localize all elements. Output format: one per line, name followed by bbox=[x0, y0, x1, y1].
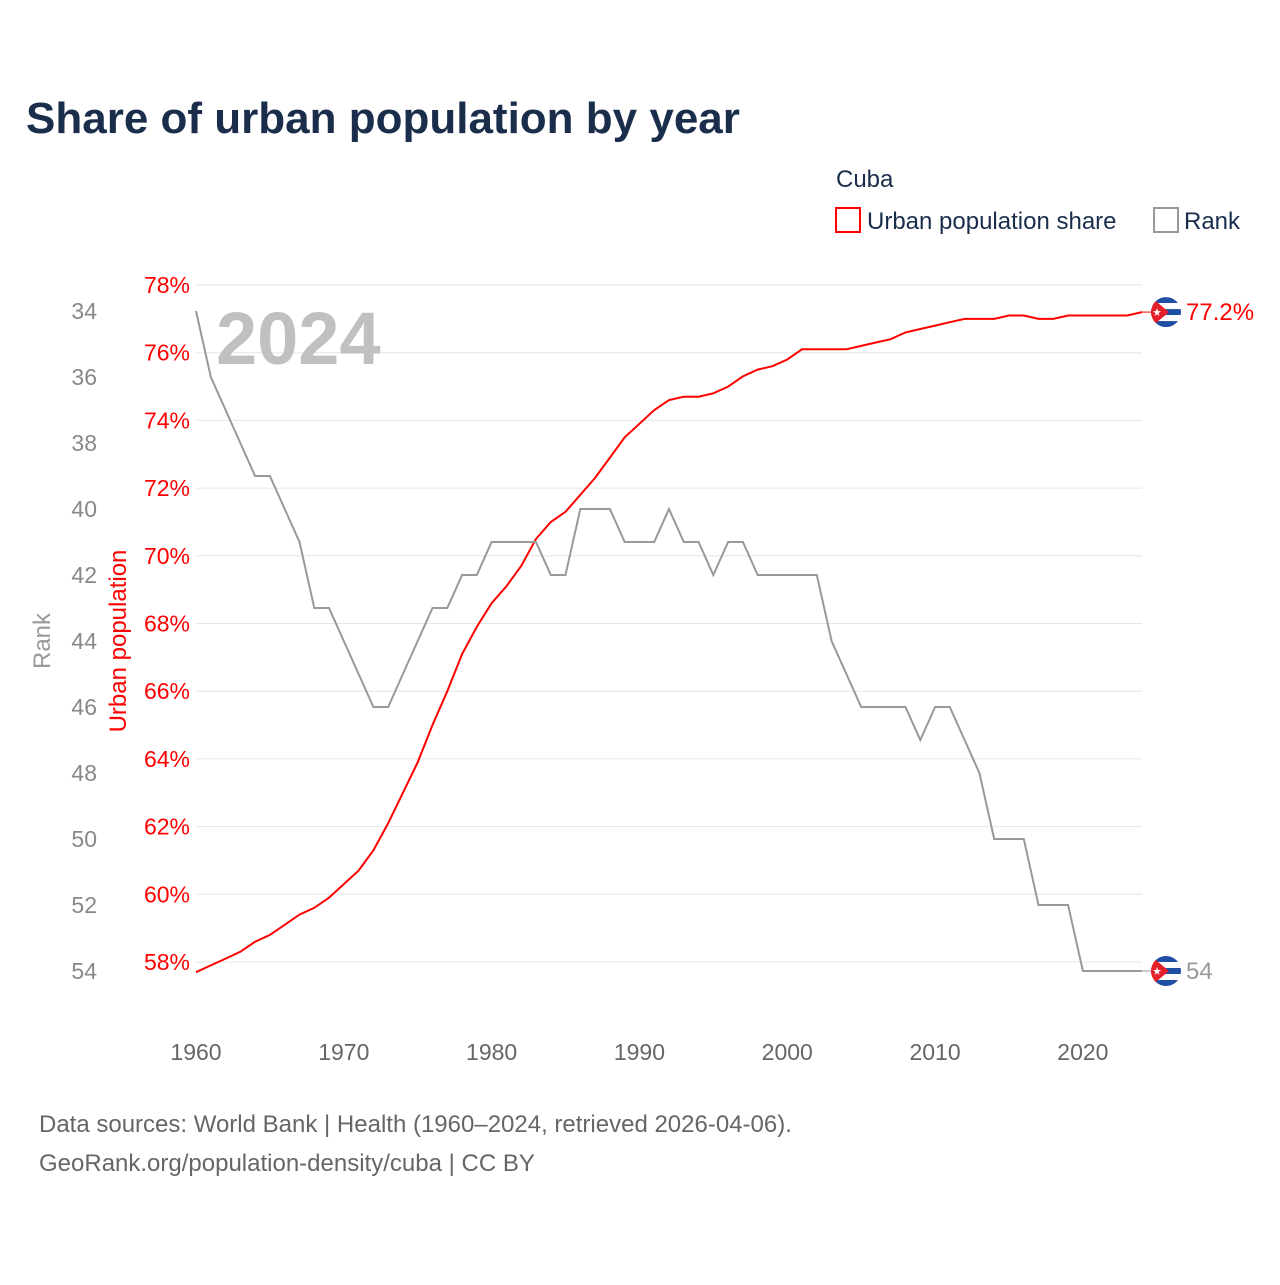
x-tick-label: 1980 bbox=[466, 1039, 517, 1065]
x-tick-label: 1990 bbox=[614, 1039, 665, 1065]
flag-stripe bbox=[1151, 980, 1181, 986]
flag-stripe bbox=[1151, 962, 1181, 968]
series-line-rank bbox=[195, 310, 1142, 972]
y-tick-label-rank: 44 bbox=[71, 628, 97, 654]
y-tick-label-urban: 72% bbox=[144, 475, 190, 501]
y-tick-label-urban: 60% bbox=[144, 881, 190, 907]
end-label-urban: 77.2% bbox=[1186, 299, 1254, 326]
legend-label-urban: Urban population share bbox=[867, 208, 1117, 235]
y-tick-label-urban: 78% bbox=[144, 272, 190, 298]
x-tick-label: 2000 bbox=[762, 1039, 813, 1065]
end-label-rank: 54 bbox=[1186, 958, 1213, 985]
y-tick-label-rank: 50 bbox=[71, 826, 97, 852]
y-tick-label-rank: 42 bbox=[71, 562, 97, 588]
y-tick-label-urban: 74% bbox=[144, 407, 190, 433]
flag-star bbox=[1153, 967, 1161, 975]
x-tick-label: 2010 bbox=[909, 1039, 960, 1065]
flag-stripe bbox=[1151, 303, 1181, 310]
legend-title: Cuba bbox=[836, 166, 894, 193]
flag-body bbox=[1151, 956, 1181, 986]
chart-title: Share of urban population by year bbox=[26, 94, 740, 143]
y-tick-label-rank: 52 bbox=[71, 892, 97, 918]
y-tick-label-urban: 64% bbox=[144, 746, 190, 772]
series-lines: 77.2% 54 bbox=[195, 297, 1254, 986]
legend-label-rank: Rank bbox=[1184, 208, 1241, 235]
footer-source: Data sources: World Bank | Health (1960–… bbox=[39, 1111, 792, 1138]
flag-stripe bbox=[1151, 321, 1181, 328]
y-tick-label-rank: 48 bbox=[71, 760, 97, 786]
flag-stripe bbox=[1151, 297, 1181, 304]
y-axis-label-urban: Urban population bbox=[105, 550, 132, 733]
x-tick-label: 1970 bbox=[318, 1039, 369, 1065]
legend-swatch-urban bbox=[835, 207, 861, 233]
y-tick-label-rank: 38 bbox=[71, 430, 97, 456]
y-tick-label-rank: 34 bbox=[71, 298, 97, 324]
flag-stripe bbox=[1151, 956, 1181, 962]
series-line-urban bbox=[195, 311, 1143, 974]
gridlines bbox=[196, 284, 1142, 963]
y-tick-label-urban: 62% bbox=[144, 814, 190, 840]
cuba-flag-icon bbox=[1151, 956, 1181, 986]
y-tick-label-urban: 68% bbox=[144, 611, 190, 637]
y-tick-label-rank: 40 bbox=[71, 496, 97, 522]
y-tick-label-rank: 36 bbox=[71, 364, 97, 390]
flag-stripe bbox=[1151, 315, 1181, 322]
flag-triangle bbox=[1151, 956, 1169, 986]
y-axis-label-rank: Rank bbox=[29, 612, 56, 669]
flag-stripe bbox=[1151, 974, 1181, 980]
x-tick-label: 1960 bbox=[170, 1039, 221, 1065]
flag-triangle bbox=[1151, 297, 1169, 328]
y-tick-label-urban: 58% bbox=[144, 949, 190, 975]
flag-star bbox=[1153, 308, 1161, 317]
y-tick-label-urban: 66% bbox=[144, 678, 190, 704]
footer-link[interactable]: GeoRank.org/population-density/cuba | CC… bbox=[39, 1150, 535, 1177]
y-tick-label-urban: 76% bbox=[144, 340, 190, 366]
y-tick-label-rank: 54 bbox=[71, 958, 97, 984]
y-axis-rank: 34 36 38 40 42 44 46 48 50 52 54 bbox=[71, 298, 97, 984]
y-axis-urban: 58% 60% 62% 64% 66% 68% 70% 72% 74% 76% 78% bbox=[144, 272, 190, 975]
x-axis: 1960 1970 1980 1990 2000 2010 2020 bbox=[170, 1039, 1108, 1065]
legend-item-urban[interactable]: Urban population share bbox=[835, 207, 1117, 235]
flag-body bbox=[1151, 297, 1181, 328]
cuba-flag-icon bbox=[1151, 297, 1181, 328]
watermark-year: 2024 bbox=[216, 297, 381, 380]
x-tick-label: 2020 bbox=[1057, 1039, 1108, 1065]
legend-swatch-rank bbox=[1153, 207, 1179, 233]
y-tick-label-rank: 46 bbox=[71, 694, 97, 720]
y-tick-label-urban: 70% bbox=[144, 543, 190, 569]
legend-item-rank[interactable]: Rank bbox=[1153, 207, 1241, 235]
